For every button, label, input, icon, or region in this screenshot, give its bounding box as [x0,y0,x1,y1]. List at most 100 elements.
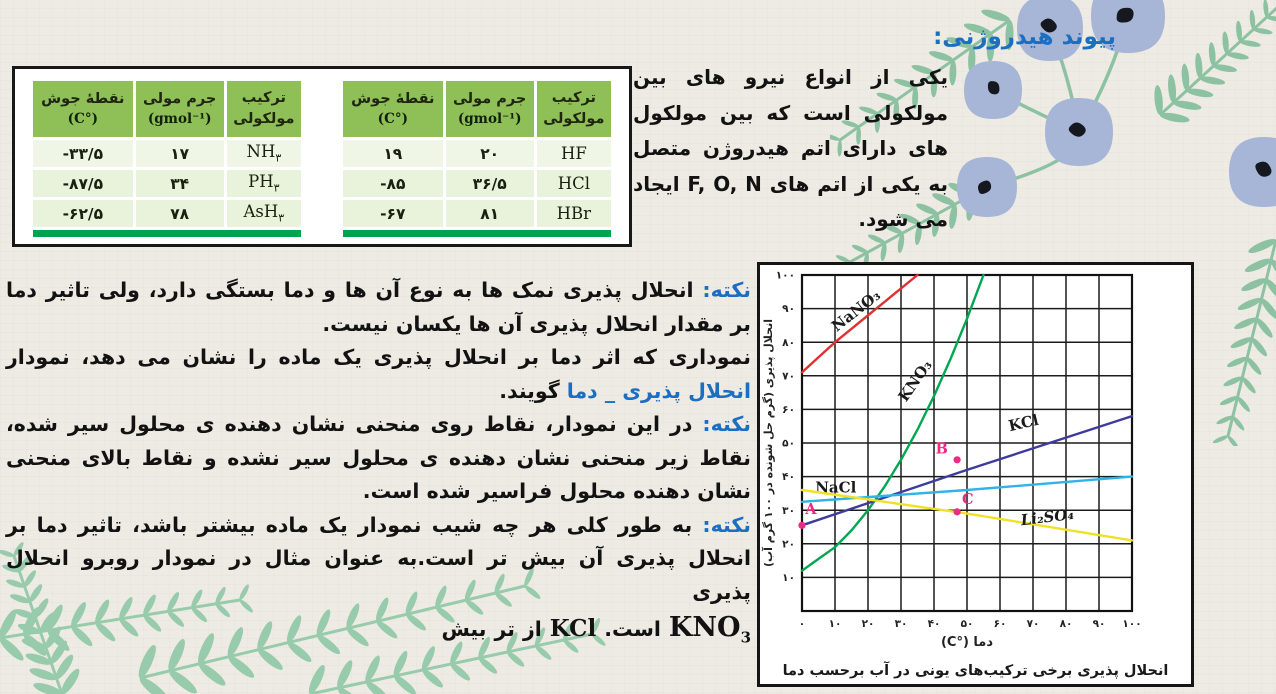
point-label-B: B [936,441,948,458]
svg-text:۲۰: ۲۰ [862,618,875,630]
page-title: پیوند هیدروژنی: [933,24,1116,50]
note-line-1: نکته: انحلال پذیری نمک ها به نوع آن ها و… [6,274,751,308]
point-label-C: C [962,491,974,508]
table-row: HF ۲۰ ۱۹ [343,140,611,167]
note-keyword: نکته: [702,412,751,436]
value-cell: -۳۳/۵ [33,140,133,167]
note-token: KCl [549,615,597,642]
note-text: نقاط زیر منحنی نشان دهنده ی محلول سیر نش… [6,445,751,470]
note-keyword: انحلال پذیری _ دما [566,378,751,403]
value-cell: -۶۲/۵ [33,200,133,227]
note-text: در این نمودار، نقاط روی منحنی نشان دهنده… [6,412,703,436]
table-row: AsH۳ ۷۸ -۶۲/۵ [33,200,301,227]
column-header-2: نقطهٔ جوش (°C) [343,81,443,137]
value-cell: ۱۹ [343,140,443,167]
curve-NaNO₃ [800,273,919,374]
svg-text:۱۰: ۱۰ [782,572,795,584]
berry-illustration [1229,137,1276,207]
value-cell: ۷۸ [135,200,224,227]
note-text: نموداری که اثر دما بر انحلال پذیری یک ما… [6,345,751,369]
svg-text:۷۰: ۷۰ [1027,618,1040,630]
boiling-point-tables-panel: ترکیب مولکولی جرم مولی (gmol⁻¹) نقطهٔ جوش (°C… [12,66,632,247]
fern-frond [1154,0,1276,123]
formula-cell: AsH۳ [226,200,301,227]
note-text: انحلال پذیری نمک ها به نوع آن ها و دما ب… [6,278,703,302]
value-cell: -۸۷/۵ [33,170,133,197]
svg-text:۹۰: ۹۰ [1093,618,1106,630]
curve-KNO₃ [800,273,985,572]
column-header-2: نقطهٔ جوش (°C) [33,81,133,137]
value-cell: -۸۵ [343,170,443,197]
curve-label-KCl: KCl [1007,411,1041,435]
berry-illustration [964,61,1022,119]
note-line-10: بیش تر از KCl است. KNO3 [6,609,751,655]
svg-text:۰: ۰ [799,618,805,630]
table-row: HCl ۳۶/۵ -۸۵ [343,170,611,197]
solubility-chart-panel: ۱۰ ۲۰ ۳۰ ۴۰ ۵۰ ۶۰ ۷۰ ۸۰ ۹۰ ۱۰۰ ۰ ۱۰ ۲۰ ۳۰ ۴۰ ۵۰ ۶۰ ۷۰ ۸۰ ۹۰… [757,262,1194,687]
fern-frond [1212,238,1276,446]
curve-Li₂SO₄ [800,488,1134,542]
svg-text:۱۰۰: ۱۰۰ [1122,618,1141,630]
table-underline [343,230,611,237]
formula-cell: PH۳ [226,170,301,197]
note-keyword: نکته: [702,278,751,302]
column-header-0: ترکیب مولکولی [226,81,301,137]
note-line-7: نشان دهنده محلول فراسیر شده است. [6,475,751,509]
svg-text:۵۰: ۵۰ [782,438,795,450]
y-axis-title: انحلال پذیری (گرم حل شونده در ۱۰۰ گرم آب… [761,319,775,567]
svg-text:۳۰: ۳۰ [782,505,795,517]
formula-cell: HBr [536,200,611,227]
note-line-2: بر مقدار انحلال پذیری آن ها یکسان نیست. [6,308,751,342]
note-line-9: انحلال پذیری آن بیش تر است.به عنوان مثال… [6,542,751,609]
note-token: KNO3 [668,612,751,647]
formula-cell: HF [536,140,611,167]
table-row: HBr ۸۱ -۶۷ [343,200,611,227]
note-token: است. [604,617,661,641]
point-C [953,508,961,516]
note-line-6: نقاط زیر منحنی نشان دهنده ی محلول سیر نش… [6,442,751,476]
table-underline [33,230,301,237]
value-cell: ۸۱ [445,200,534,227]
note-text: انحلال پذیری آن بیش تر است.به عنوان مثال… [6,546,751,604]
svg-text:۹۰: ۹۰ [782,303,795,315]
hydride-table-nh3-group: ترکیب مولکولی جرم مولی (gmol⁻¹) نقطهٔ جوش (°C… [30,78,304,240]
svg-text:۶۰: ۶۰ [782,404,795,416]
note-line-4: انحلال پذیری _ دما گویند. [6,375,751,409]
value-cell: ۱۷ [135,140,224,167]
note-token: بیش [441,617,487,641]
value-cell: ۳۶/۵ [445,170,534,197]
berry-illustration [1045,98,1113,166]
svg-text:۸۰: ۸۰ [1060,618,1073,630]
value-cell: ۳۴ [135,170,224,197]
svg-text:۲۰: ۲۰ [782,538,795,550]
table-row: PH۳ ۳۴ -۸۷/۵ [33,170,301,197]
svg-text:۴۰: ۴۰ [782,471,795,483]
svg-text:۴۰: ۴۰ [928,618,941,630]
note-line-8: نکته: به طور کلی هر چه شیب نمودار یک ماد… [6,509,751,543]
curve-KCl [800,414,1134,527]
value-cell: ۲۰ [445,140,534,167]
svg-text:۱۰: ۱۰ [829,618,842,630]
hydride-table-hf-group: ترکیب مولکولی جرم مولی (gmol⁻¹) نقطهٔ جوش (°C… [340,78,614,240]
note-text: به طور کلی هر چه شیب نمودار یک ماده بیشت… [6,512,703,537]
note-token: از [522,617,542,641]
note-token: تر [494,617,515,641]
svg-text:۱۰۰: ۱۰۰ [776,270,795,282]
svg-text:۸۰: ۸۰ [782,337,795,349]
column-header-1: جرم مولی (gmol⁻¹) [135,81,224,137]
point-B [953,456,961,464]
value-cell: -۶۷ [343,200,443,227]
note-text: بر مقدار انحلال پذیری آن ها یکسان نیست. [322,311,751,336]
svg-text:۵۰: ۵۰ [961,618,974,630]
formula-cell: HCl [536,170,611,197]
solubility-chart: ۱۰ ۲۰ ۳۰ ۴۰ ۵۰ ۶۰ ۷۰ ۸۰ ۹۰ ۱۰۰ ۰ ۱۰ ۲۰ ۳۰ ۴۰ ۵۰ ۶۰ ۷۰ ۸۰ ۹۰… [761,270,1142,650]
svg-text:۳۰: ۳۰ [895,618,908,630]
point-A [798,521,806,529]
notes-block: نکته: انحلال پذیری نمک ها به نوع آن ها و… [6,274,751,655]
table-row: NH۳ ۱۷ -۳۳/۵ [33,140,301,167]
hydrogen-bond-paragraph: یکی از انواع نیرو های بین مولکولی است که… [633,65,949,231]
berry-illustration [957,157,1017,217]
column-header-1: جرم مولی (gmol⁻¹) [445,81,534,137]
note-line-5: نکته: در این نمودار، نقاط روی منحنی نشان… [6,408,751,442]
